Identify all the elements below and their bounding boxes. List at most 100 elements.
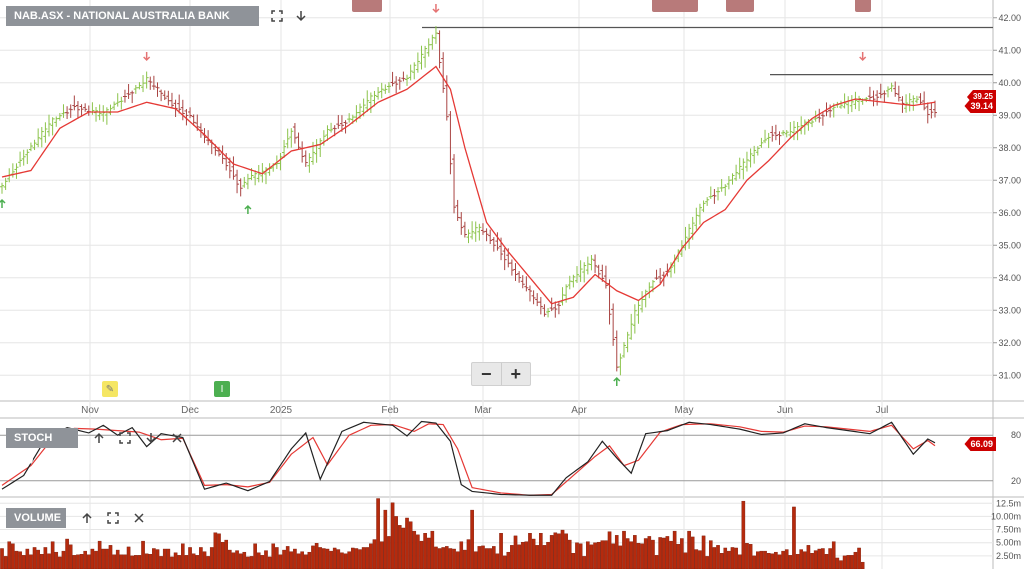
- volume-bar: [524, 541, 529, 569]
- price-bar: [466, 229, 471, 244]
- price-bar: [437, 30, 442, 69]
- price-bar: [300, 141, 305, 163]
- price-bar: [57, 112, 62, 121]
- volume-bar: [730, 547, 735, 569]
- volume-bar: [101, 548, 106, 569]
- y-tick-label: 39.00: [998, 110, 1021, 120]
- arrow-up-icon[interactable]: [80, 511, 94, 525]
- price-bar: [726, 176, 731, 190]
- price-bar: [929, 102, 934, 119]
- price-bar: [560, 287, 565, 306]
- volume-bar: [549, 535, 554, 569]
- expand-icon[interactable]: [106, 511, 120, 525]
- volume-bar: [123, 554, 127, 569]
- volume-tick-label: 12.5m: [996, 498, 1021, 508]
- volume-bar: [202, 551, 207, 569]
- volume-bar: [839, 560, 843, 569]
- price-bar: [289, 128, 294, 148]
- volume-bar: [647, 536, 652, 569]
- price-bar: [752, 145, 757, 164]
- stoch-tick-label: 20: [1011, 476, 1021, 486]
- price-bar: [838, 100, 843, 109]
- price-bar: [744, 151, 749, 172]
- volume-bar: [7, 541, 12, 569]
- volume-bar: [419, 540, 424, 569]
- price-bar: [893, 81, 898, 97]
- price-bar: [180, 99, 185, 121]
- volume-bar: [766, 553, 771, 569]
- volume-bar: [173, 552, 178, 569]
- arrow-down-icon[interactable]: [144, 431, 158, 445]
- x-tick-label: May: [675, 405, 694, 416]
- price-bar: [115, 93, 120, 107]
- price-bar: [303, 150, 308, 167]
- zoom-out-button[interactable]: −: [480, 363, 492, 384]
- price-bar: [415, 52, 420, 73]
- price-bar: [683, 226, 688, 251]
- volume-bar: [784, 549, 789, 569]
- price-bar: [177, 94, 182, 114]
- volume-bar: [821, 548, 825, 569]
- volume-bar: [481, 545, 485, 569]
- volume-bar: [741, 500, 746, 569]
- price-bar: [705, 197, 710, 206]
- volume-bar: [694, 549, 699, 569]
- price-bar: [198, 123, 203, 138]
- close-icon[interactable]: [170, 431, 184, 445]
- volume-bar: [466, 539, 471, 569]
- event-marker[interactable]: [726, 0, 754, 12]
- volume-bar: [824, 554, 829, 569]
- zoom-in-button[interactable]: +: [500, 363, 531, 385]
- price-bar: [61, 104, 66, 118]
- event-marker[interactable]: [652, 0, 698, 12]
- close-icon[interactable]: [132, 511, 146, 525]
- price-bar: [687, 223, 692, 249]
- info-marker-icon[interactable]: I: [214, 381, 230, 397]
- volume-bar: [575, 542, 579, 569]
- expand-icon[interactable]: [270, 9, 284, 23]
- price-bar: [538, 296, 543, 315]
- price-bar: [810, 119, 815, 128]
- price-bar: [849, 95, 854, 113]
- volume-bar: [379, 541, 384, 569]
- volume-bar: [228, 549, 232, 569]
- volume-bar: [448, 548, 453, 569]
- price-bar: [3, 177, 8, 190]
- volume-bar: [611, 543, 615, 569]
- arrow-up-icon[interactable]: [92, 431, 106, 445]
- expand-icon[interactable]: [118, 431, 132, 445]
- price-bar: [574, 266, 579, 283]
- event-marker[interactable]: [352, 0, 382, 12]
- volume-bar: [130, 555, 134, 569]
- price-bar: [455, 199, 460, 221]
- price-bar: [853, 91, 858, 110]
- volume-bar: [513, 535, 518, 569]
- price-bar: [72, 95, 77, 111]
- volume-bar: [387, 536, 391, 569]
- price-bar: [885, 86, 890, 98]
- volume-bar: [58, 556, 62, 569]
- price-bar: [871, 90, 876, 107]
- pencil-icon[interactable]: ✎: [102, 381, 118, 397]
- price-bar: [231, 156, 236, 180]
- volume-bar: [170, 556, 174, 569]
- price-bar: [390, 71, 395, 87]
- price-bar: [32, 139, 37, 151]
- volume-bar: [188, 547, 192, 569]
- volume-bar: [72, 555, 77, 569]
- volume-bar: [571, 553, 576, 569]
- price-bar: [766, 132, 771, 149]
- volume-bar: [792, 506, 796, 569]
- price-bar: [889, 82, 894, 92]
- price-bar: [112, 101, 117, 111]
- volume-bar: [191, 553, 196, 569]
- price-bar: [697, 203, 702, 225]
- volume-bar: [0, 548, 4, 569]
- price-bar: [448, 111, 453, 175]
- volume-bar: [492, 546, 496, 569]
- arrow-down-icon[interactable]: [294, 9, 308, 23]
- event-marker[interactable]: [855, 0, 871, 12]
- price-bar: [712, 189, 717, 204]
- volume-bar: [397, 525, 402, 569]
- volume-bar: [119, 554, 124, 569]
